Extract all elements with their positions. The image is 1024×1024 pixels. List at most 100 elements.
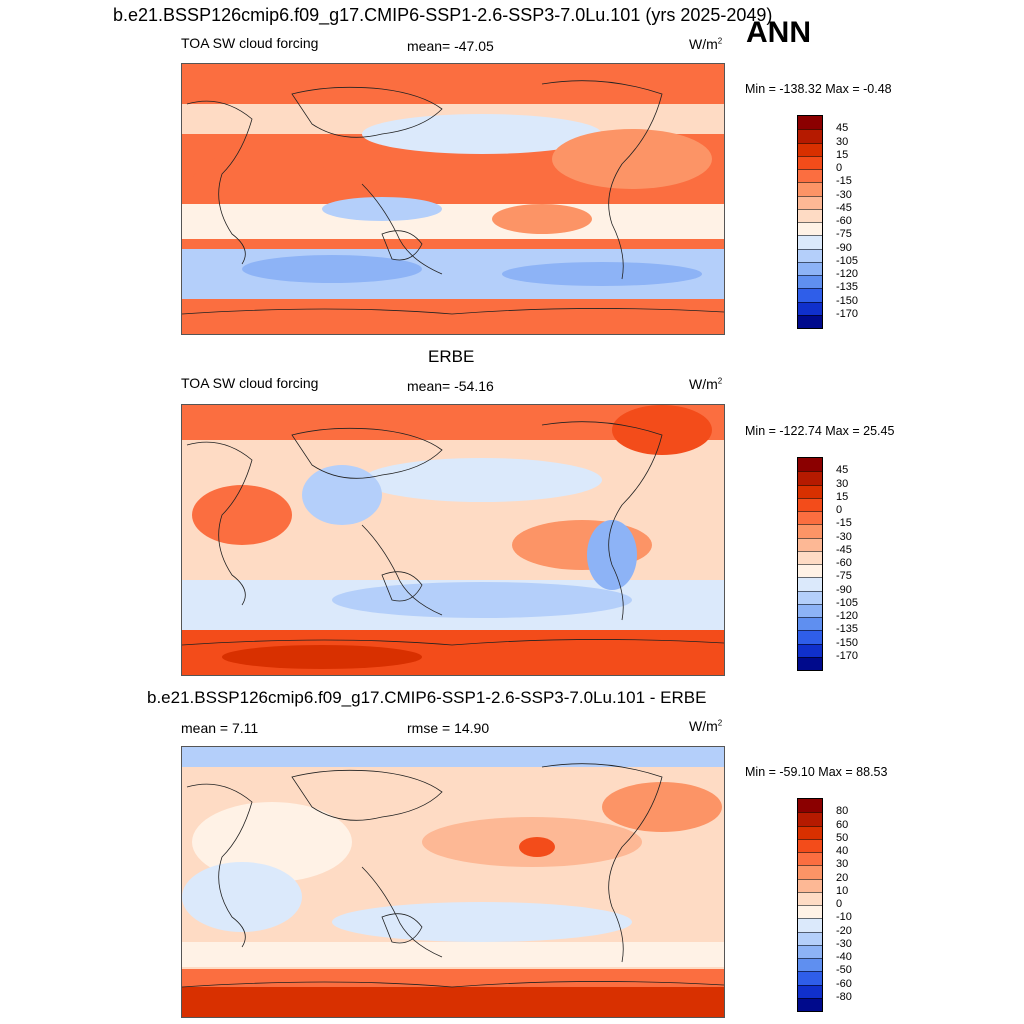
panel2-colorbar (797, 457, 823, 671)
colorbar-segment (798, 471, 822, 485)
colorbar-segment (798, 288, 822, 302)
panel2-units: W/m2 (689, 376, 723, 392)
colorbar-segment (798, 524, 822, 538)
colorbar-tick-label: -30 (836, 530, 852, 543)
colorbar-tick-label: -105 (836, 596, 859, 609)
panel2-left-label: TOA SW cloud forcing (181, 375, 319, 391)
colorbar-tick-label: -135 (836, 281, 859, 294)
colorbar-segment (798, 590, 822, 604)
colorbar-segment (798, 825, 822, 839)
colorbar-tick-label: -60 (836, 215, 852, 227)
map-region (302, 465, 382, 525)
colorbar-segment (798, 838, 822, 852)
colorbar-segment (798, 195, 822, 209)
colorbar-tick-label: -120 (836, 268, 859, 280)
page-title: b.e21.BSSP126cmip6.f09_g17.CMIP6-SSP1-2.… (113, 5, 773, 25)
colorbar-tick-label: 0 (836, 898, 843, 910)
colorbar-segment (798, 248, 822, 262)
colorbar-tick-label: -15 (836, 517, 852, 530)
colorbar-tick-label: 0 (836, 504, 843, 516)
colorbar-tick-label: 10 (836, 884, 849, 897)
colorbar-tick-label: 40 (836, 845, 849, 857)
map-region (519, 837, 555, 857)
map-region (587, 520, 637, 590)
colorbar-segment (798, 617, 822, 631)
colorbar-tick-label: -45 (836, 201, 852, 214)
coastlines (182, 421, 724, 646)
colorbar-tick-label: -135 (836, 623, 859, 636)
colorbar-segment (798, 603, 822, 617)
panel3-title: b.e21.BSSP126cmip6.f09_g17.CMIP6-SSP1-2.… (147, 688, 707, 707)
map-region (552, 129, 712, 189)
map-region (612, 405, 712, 455)
colorbar-segment (798, 643, 822, 657)
colorbar-tick-label: -75 (836, 228, 852, 241)
colorbar-tick-label: -105 (836, 254, 859, 267)
colorbar-tick-label: -170 (836, 307, 859, 320)
panel1-mean-label: mean= -47.05 (407, 38, 494, 54)
colorbar-segment (798, 550, 822, 564)
panel2-mean-label: mean= -54.16 (407, 378, 494, 394)
colorbar-segment (798, 630, 822, 644)
panel2-title: ERBE (428, 347, 475, 366)
colorbar-segment (798, 235, 822, 249)
colorbar-segment (798, 129, 822, 143)
colorbar-tick-label: -45 (836, 543, 852, 556)
map-band (182, 204, 724, 239)
colorbar-tick-label: -90 (836, 583, 852, 596)
map-region (332, 582, 632, 618)
map-band (182, 942, 724, 967)
colorbar-segment (798, 275, 822, 289)
map-region (332, 902, 632, 942)
colorbar-segment (798, 458, 822, 472)
panel3-map (181, 746, 725, 1018)
panel3-map-svg (182, 747, 724, 1017)
colorbar-segment (798, 799, 822, 813)
colorbar-tick-label: -50 (836, 964, 852, 977)
coastlines (182, 80, 724, 315)
colorbar-segment (798, 905, 822, 919)
map-region (192, 802, 352, 882)
colorbar-segment (798, 984, 822, 998)
panel2-map-svg (182, 405, 724, 675)
colorbar-tick-label: -120 (836, 610, 859, 622)
colorbar-tick-label: -20 (836, 924, 852, 937)
colorbar-tick-label: 50 (836, 831, 849, 844)
colorbar-tick-label: -150 (836, 294, 859, 307)
colorbar-segment (798, 577, 822, 591)
coastlines (182, 763, 724, 988)
panel1-map (181, 63, 725, 335)
map-band (182, 299, 724, 334)
colorbar-segment (798, 918, 822, 932)
map-region (362, 114, 602, 154)
panel3-minmax: Min = -59.10 Max = 88.53 (745, 765, 888, 779)
colorbar-tick-label: 20 (836, 871, 849, 884)
panel1-colorbar (797, 115, 823, 329)
colorbar-tick-label: 15 (836, 148, 849, 161)
panel3-mean-label: mean = 7.11 (181, 720, 259, 736)
colorbar-tick-label: -60 (836, 557, 852, 569)
colorbar-tick-label: -90 (836, 241, 852, 254)
colorbar-segment (798, 155, 822, 169)
colorbar-segment (798, 169, 822, 183)
colorbar-segment (798, 931, 822, 945)
colorbar-segment (798, 116, 822, 130)
panel3-rmse-label: rmse = 14.90 (407, 720, 490, 736)
colorbar-tick-label: 30 (836, 477, 849, 490)
colorbar-tick-label: 30 (836, 858, 849, 871)
colorbar-segment (798, 511, 822, 525)
colorbar-segment (798, 971, 822, 985)
colorbar-segment (798, 537, 822, 551)
colorbar-tick-label: 60 (836, 818, 849, 831)
colorbar-segment (798, 944, 822, 958)
colorbar-segment (798, 314, 822, 328)
colorbar-tick-label: -170 (836, 649, 859, 662)
colorbar-segment (798, 812, 822, 826)
panel1-map-svg (182, 64, 724, 334)
map-band (182, 987, 724, 1017)
map-region (222, 645, 422, 669)
colorbar-tick-label: -15 (836, 175, 852, 188)
panel1-units: W/m2 (689, 36, 723, 52)
colorbar-segment (798, 208, 822, 222)
panel1-left-label: TOA SW cloud forcing (181, 35, 319, 51)
